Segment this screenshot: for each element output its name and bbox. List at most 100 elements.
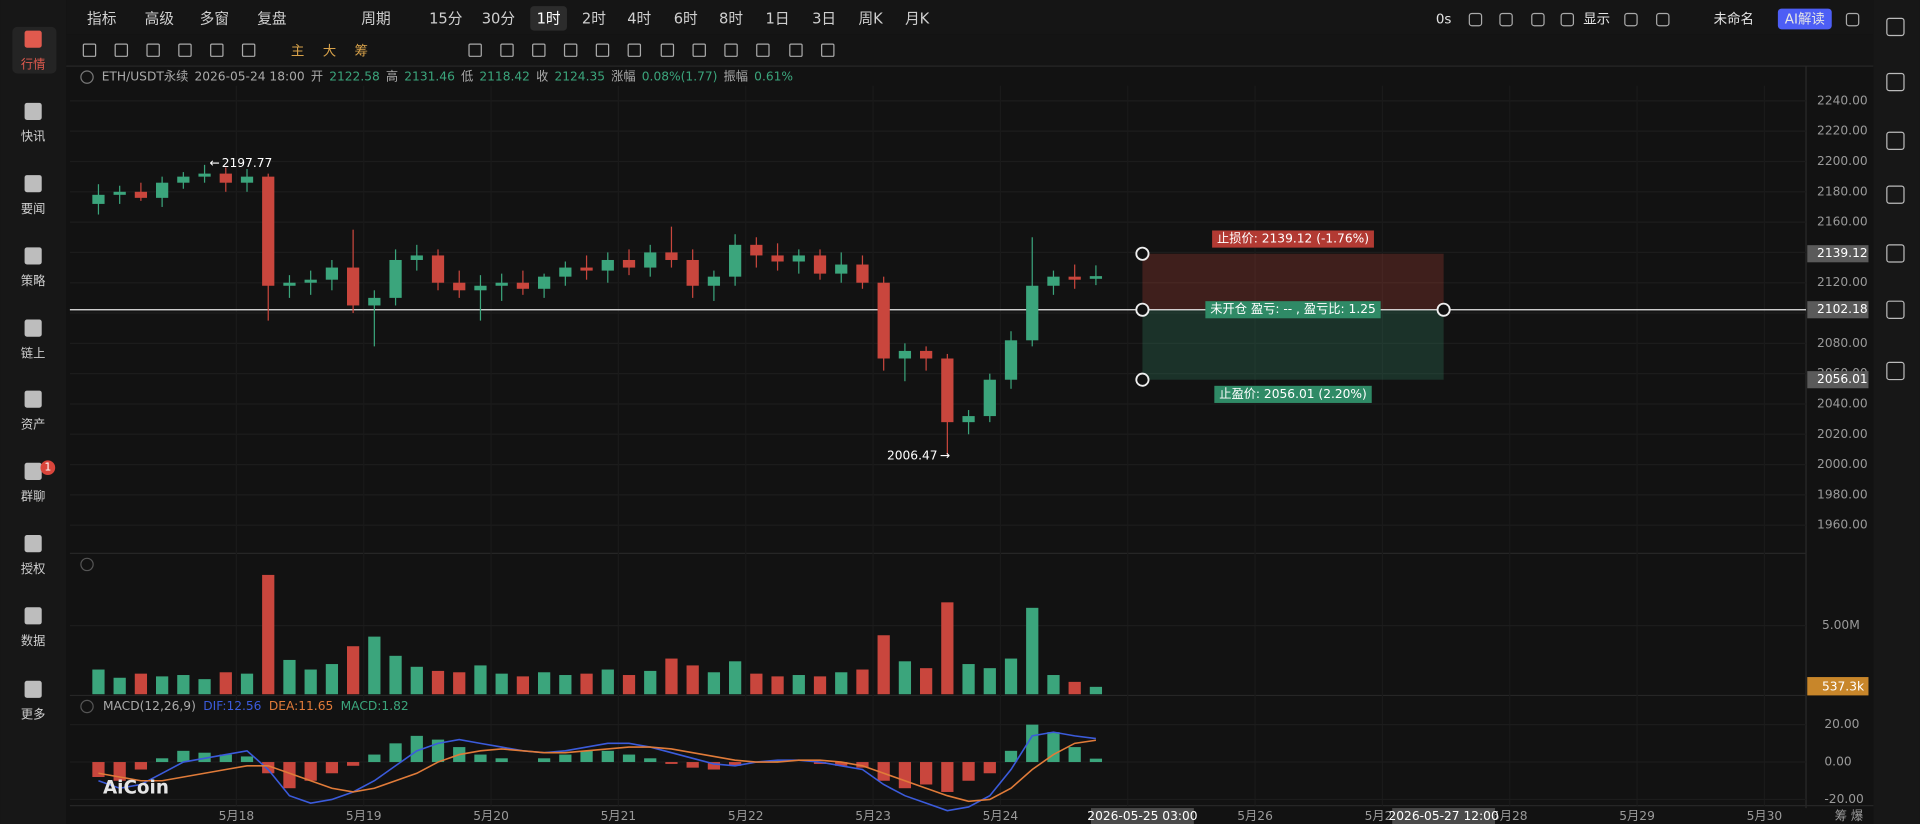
tool-icon[interactable] <box>114 43 129 57</box>
tool-icon[interactable] <box>724 43 738 57</box>
toolbar-right-item[interactable]: 显示 <box>1583 13 1610 28</box>
vol-tick-label: 5.00M <box>1822 618 1860 632</box>
tool-icon[interactable] <box>627 43 642 57</box>
trade-label: 止损价: 2139.12 (-1.76%) <box>1217 232 1369 246</box>
tool-icon[interactable] <box>692 43 706 57</box>
tool-icon[interactable] <box>468 43 482 57</box>
toolbar-item[interactable]: 4时 <box>627 11 651 28</box>
toolbar-item[interactable]: 周K <box>858 11 883 28</box>
nav-label[interactable]: 链上 <box>21 345 45 360</box>
volume-bar <box>1068 681 1081 695</box>
toolbar-icon[interactable] <box>1499 12 1513 27</box>
tool-text[interactable]: 筹 <box>355 42 368 59</box>
volume-bar <box>813 676 827 695</box>
tool-icon[interactable] <box>82 43 97 57</box>
volume-bar <box>665 658 678 695</box>
handle[interactable] <box>1135 246 1150 261</box>
side-icon[interactable] <box>1886 17 1905 37</box>
toolbar-item[interactable]: 周期 <box>361 11 390 28</box>
tool-icon[interactable] <box>146 43 160 57</box>
handle[interactable] <box>1135 302 1150 317</box>
y-tick-label: 1960.00 <box>1817 518 1868 532</box>
target-zone[interactable] <box>1142 309 1444 380</box>
tool-icon[interactable] <box>595 43 610 57</box>
nav-label[interactable]: 快讯 <box>21 130 45 144</box>
info-toggle[interactable] <box>80 70 94 84</box>
price-tag-bg <box>1807 371 1869 389</box>
toolbar-item[interactable]: 15分 <box>429 11 463 28</box>
nav-icon[interactable] <box>24 175 42 193</box>
nav-icon[interactable] <box>24 102 42 120</box>
candle-body <box>368 297 381 306</box>
toolbar-item[interactable]: 6时 <box>674 11 698 28</box>
tool-icon[interactable] <box>756 43 770 57</box>
macd-tick-label: -20.00 <box>1824 792 1863 806</box>
tool-icon[interactable] <box>178 43 192 57</box>
nav-icon[interactable] <box>24 462 42 480</box>
nav-icon[interactable] <box>24 535 42 553</box>
nav-icon[interactable] <box>24 247 42 265</box>
info-text: ETH/USDT永续 <box>102 70 189 84</box>
toolbar-item[interactable]: 1时 <box>537 11 561 28</box>
nav-label[interactable]: 更多 <box>21 708 45 722</box>
tool-text[interactable]: 主 <box>291 43 304 59</box>
tool-icon[interactable] <box>660 43 675 57</box>
tool-text[interactable]: 大 <box>323 43 336 59</box>
toolbar-item[interactable]: 高级 <box>145 11 175 28</box>
candle-body <box>262 176 275 286</box>
toolbar-item[interactable]: 月K <box>905 11 930 28</box>
nav-icon[interactable] <box>24 30 42 48</box>
toolbar-item[interactable]: 2时 <box>582 11 606 28</box>
price-tag: 2056.01 <box>1817 372 1868 386</box>
nav-label[interactable]: 资产 <box>21 417 45 431</box>
side-icon[interactable] <box>1886 361 1905 381</box>
toolbar-item[interactable]: 多窗 <box>200 10 229 28</box>
side-icon[interactable] <box>1886 300 1905 319</box>
side-icon[interactable] <box>1886 185 1905 204</box>
toolbar-right-item[interactable]: AI解读 <box>1785 12 1825 28</box>
tool-icon[interactable] <box>563 43 578 57</box>
tool-icon[interactable] <box>789 43 803 57</box>
toolbar-right-item[interactable]: 0s <box>1436 13 1452 28</box>
macd-toggle[interactable] <box>80 699 94 714</box>
nav-label[interactable]: 群聊 <box>21 490 45 504</box>
volume-bar <box>622 675 636 695</box>
toolbar-icon[interactable] <box>1845 12 1860 27</box>
nav-label[interactable]: 数据 <box>21 633 45 648</box>
toolbar-right-item[interactable]: 未命名 <box>1714 11 1754 28</box>
side-icon[interactable] <box>1886 244 1905 263</box>
toolbar-icon[interactable] <box>1656 12 1670 27</box>
toolbar-icon[interactable] <box>1560 12 1575 27</box>
tool-icon[interactable] <box>500 43 514 57</box>
tool-icon[interactable] <box>241 43 256 57</box>
nav-icon[interactable] <box>24 390 42 408</box>
macd-bar <box>622 754 636 763</box>
stop-zone[interactable] <box>1142 253 1444 310</box>
toolbar-icon[interactable] <box>1624 12 1638 27</box>
nav-label[interactable]: 策略 <box>21 273 46 288</box>
nav-icon[interactable] <box>24 607 42 625</box>
vol-toggle[interactable] <box>80 557 94 572</box>
toolbar-item[interactable]: 复盘 <box>257 10 287 28</box>
toolbar-icon[interactable] <box>1531 12 1545 27</box>
tool-icon[interactable] <box>821 43 835 57</box>
side-icon[interactable] <box>1886 131 1905 150</box>
handle[interactable] <box>1436 302 1451 317</box>
toolbar-item[interactable]: 1日 <box>766 11 790 28</box>
toolbar-item[interactable]: 30分 <box>482 11 516 28</box>
tool-icon[interactable] <box>210 43 224 57</box>
nav-icon[interactable] <box>24 319 42 337</box>
nav-icon[interactable] <box>24 680 42 698</box>
tool-icon[interactable] <box>532 43 546 57</box>
toolbar-icon[interactable] <box>1468 12 1483 27</box>
macd-bar <box>346 762 360 766</box>
nav-label[interactable]: 要闻 <box>21 202 45 216</box>
handle[interactable] <box>1135 372 1150 387</box>
toolbar-item[interactable]: 8时 <box>719 11 743 28</box>
nav-label[interactable]: 授权 <box>21 562 45 576</box>
info-text: 开 <box>311 70 323 84</box>
nav-label[interactable]: 行情 <box>21 57 45 71</box>
toolbar-item[interactable]: 指标 <box>87 11 117 28</box>
toolbar-item[interactable]: 3日 <box>812 11 836 28</box>
side-icon[interactable] <box>1886 72 1905 92</box>
